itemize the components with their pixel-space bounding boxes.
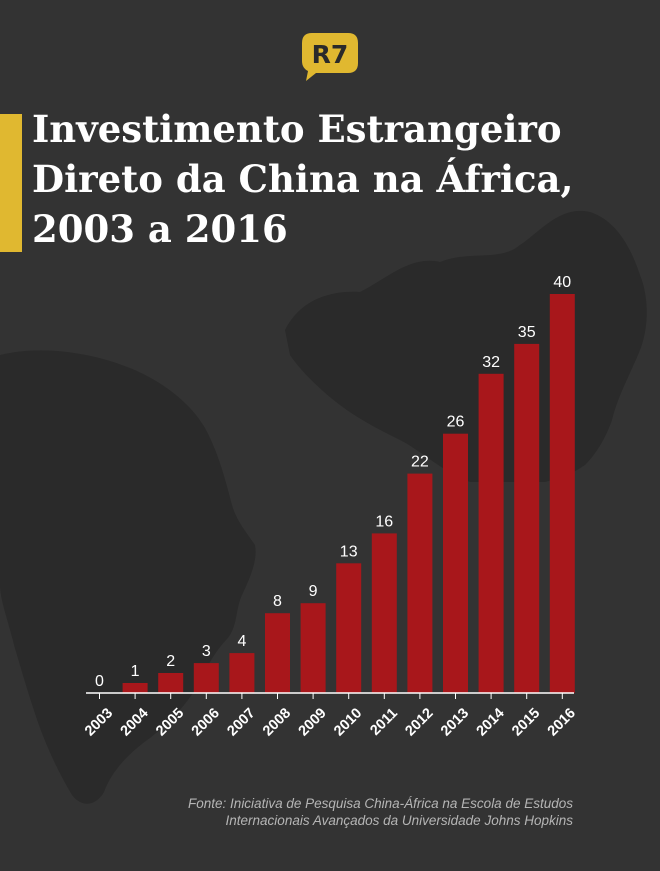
x-tick-label-2012: 2012	[402, 705, 436, 739]
africa-silhouette	[0, 350, 256, 804]
data-label-2006: 3	[202, 643, 211, 660]
r7-logo: R7	[302, 33, 358, 81]
data-label-2010: 13	[340, 543, 358, 560]
x-tick-label-2010: 2010	[331, 705, 365, 739]
data-label-2011: 16	[375, 513, 393, 530]
bar-2011	[371, 533, 397, 693]
data-label-2015: 35	[518, 324, 536, 341]
data-label-2007: 4	[237, 633, 246, 650]
data-label-2005: 2	[166, 653, 175, 670]
chart-title: Investimento Estrangeiro Direto da China…	[32, 107, 574, 251]
logo-text: R7	[312, 40, 349, 69]
x-tick-label-2004: 2004	[118, 705, 152, 739]
data-label-2014: 32	[482, 354, 500, 371]
bar-2016	[549, 294, 575, 693]
bar-2009	[300, 603, 326, 693]
bar-2015	[514, 343, 540, 693]
data-label-2004: 1	[131, 663, 140, 680]
source-note: Fonte: Iniciativa de Pesquisa China-Áfri…	[53, 795, 573, 829]
data-label-2009: 9	[309, 583, 318, 600]
bar-2006	[193, 663, 219, 693]
x-tick-label-2009: 2009	[296, 705, 330, 739]
bar-group: 0 1 2 3 4 8 9 13 16 22 26 32 35 40	[95, 274, 575, 693]
x-tick-label-2007: 2007	[224, 705, 258, 739]
x-tick-label-2006: 2006	[189, 705, 223, 739]
bar-2014	[478, 373, 504, 693]
data-label-2013: 26	[447, 414, 465, 431]
x-tick-label-2011: 2011	[367, 705, 401, 739]
x-tick-label-2003: 2003	[82, 705, 116, 739]
source-line-1: Fonte: Iniciativa de Pesquisa China-Áfri…	[188, 796, 573, 811]
bar-2004	[122, 683, 148, 693]
x-tick-label-2005: 2005	[153, 705, 187, 739]
data-label-2012: 22	[411, 454, 429, 471]
bar-2005	[158, 673, 184, 693]
bar-2010	[336, 563, 362, 693]
data-label-2003: 0	[95, 673, 104, 690]
bar-2013	[443, 433, 468, 693]
bar-2008	[265, 613, 290, 693]
bar-2007	[229, 653, 255, 693]
title-accent-bar	[0, 114, 22, 252]
source-line-2: Internacionais Avançados da Universidade…	[225, 813, 573, 828]
x-tick-label-2015: 2015	[509, 705, 543, 739]
data-label-2016: 40	[553, 274, 571, 291]
data-label-2008: 8	[273, 593, 282, 610]
logo-speech-bubble	[302, 33, 358, 81]
x-tick-group: 2003 2004 2005 2006 2007 2008 2009 2010 2011 2012…	[82, 693, 579, 739]
x-tick-label-2008: 2008	[260, 705, 294, 739]
x-tick-label-2016: 2016	[545, 705, 579, 739]
bar-2012	[407, 473, 433, 693]
x-tick-label-2013: 2013	[438, 705, 472, 739]
x-tick-label-2014: 2014	[474, 705, 508, 739]
